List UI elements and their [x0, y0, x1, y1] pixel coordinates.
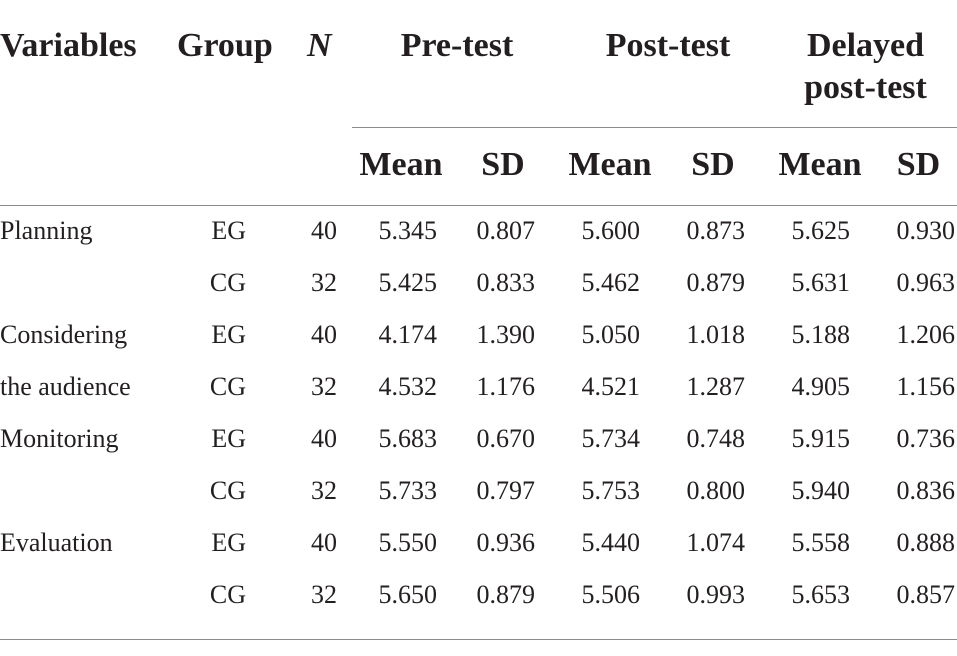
- row-post-mean: 4.521: [581, 372, 641, 401]
- row-variable: Monitoring: [0, 424, 119, 453]
- row-del-mean: 5.915: [791, 424, 851, 453]
- row-post-mean: 5.734: [581, 424, 641, 453]
- row-del-sd: 0.836: [896, 476, 956, 505]
- row-group: EG: [211, 424, 246, 453]
- row-pre-sd: 1.390: [476, 320, 536, 349]
- row-n: 32: [311, 580, 337, 609]
- row-n: 40: [311, 216, 337, 245]
- group-header-rule: [352, 127, 957, 128]
- row-del-mean: 5.188: [791, 320, 851, 349]
- row-del-sd: 0.736: [896, 424, 956, 453]
- row-variable: Planning: [0, 216, 93, 245]
- row-pre-sd: 0.936: [476, 528, 536, 557]
- row-n: 40: [311, 528, 337, 557]
- row-n: 32: [311, 268, 337, 297]
- row-pre-sd: 0.797: [476, 476, 536, 505]
- row-post-sd: 0.993: [686, 580, 746, 609]
- header-pre-mean: Mean: [359, 146, 443, 183]
- row-pre-sd: 0.807: [476, 216, 536, 245]
- row-pre-mean: 5.683: [378, 424, 438, 453]
- row-del-mean: 5.940: [791, 476, 851, 505]
- row-pre-sd: 1.176: [476, 372, 536, 401]
- row-del-sd: 0.930: [896, 216, 956, 245]
- row-group: EG: [211, 528, 246, 557]
- row-del-sd: 0.857: [896, 580, 956, 609]
- header-pre-test: Pre-test: [400, 27, 514, 64]
- row-group: CG: [209, 268, 246, 297]
- row-pre-mean: 5.650: [378, 580, 438, 609]
- header-del-sd: SD: [896, 146, 941, 183]
- row-post-sd: 0.879: [686, 268, 746, 297]
- header-variables: Variables: [0, 27, 137, 64]
- row-del-mean: 5.631: [791, 268, 851, 297]
- row-pre-mean: 4.174: [378, 320, 438, 349]
- row-post-mean: 5.506: [581, 580, 641, 609]
- table-bottom-rule: [0, 639, 957, 640]
- header-n: N: [307, 27, 332, 64]
- row-post-sd: 0.800: [686, 476, 746, 505]
- row-post-mean: 5.050: [581, 320, 641, 349]
- row-del-mean: 4.905: [791, 372, 851, 401]
- row-variable: Evaluation: [0, 528, 113, 557]
- row-post-sd: 0.873: [686, 216, 746, 245]
- row-pre-sd: 0.879: [476, 580, 536, 609]
- header-post-sd: SD: [691, 146, 735, 183]
- row-post-sd: 1.018: [686, 320, 746, 349]
- row-pre-mean: 5.550: [378, 528, 438, 557]
- row-post-mean: 5.462: [581, 268, 641, 297]
- row-group: EG: [211, 216, 246, 245]
- row-group: CG: [209, 372, 246, 401]
- row-post-mean: 5.600: [581, 216, 641, 245]
- row-pre-mean: 5.345: [378, 216, 438, 245]
- row-n: 40: [311, 320, 337, 349]
- header-bottom-rule: [0, 205, 957, 206]
- row-del-mean: 5.558: [791, 528, 851, 557]
- header-post-mean: Mean: [568, 146, 652, 183]
- row-n: 32: [311, 372, 337, 401]
- row-post-sd: 1.287: [686, 372, 746, 401]
- header-group: Group: [177, 27, 273, 64]
- row-del-sd: 1.156: [896, 372, 956, 401]
- row-post-sd: 0.748: [686, 424, 746, 453]
- row-post-mean: 5.440: [581, 528, 641, 557]
- row-group: CG: [209, 580, 246, 609]
- row-del-sd: 1.206: [896, 320, 956, 349]
- row-pre-mean: 5.425: [378, 268, 438, 297]
- row-pre-sd: 0.833: [476, 268, 536, 297]
- row-del-mean: 5.653: [791, 580, 851, 609]
- row-del-sd: 0.963: [896, 268, 956, 297]
- row-pre-sd: 0.670: [476, 424, 536, 453]
- header-del-mean: Mean: [778, 146, 862, 183]
- row-pre-mean: 4.532: [378, 372, 438, 401]
- row-del-sd: 0.888: [896, 528, 956, 557]
- header-post-test: Post-test: [605, 27, 731, 64]
- header-delayed-line1: Delayed: [806, 27, 925, 64]
- row-del-mean: 5.625: [791, 216, 851, 245]
- row-pre-mean: 5.733: [378, 476, 438, 505]
- row-n: 32: [311, 476, 337, 505]
- header-pre-sd: SD: [481, 146, 525, 183]
- row-n: 40: [311, 424, 337, 453]
- header-delayed-line2: post-test: [804, 69, 927, 106]
- row-group: EG: [211, 320, 246, 349]
- row-post-mean: 5.753: [581, 476, 641, 505]
- row-variable: the audience: [0, 372, 131, 401]
- row-group: CG: [209, 476, 246, 505]
- row-post-sd: 1.074: [686, 528, 746, 557]
- row-variable: Considering: [0, 320, 128, 349]
